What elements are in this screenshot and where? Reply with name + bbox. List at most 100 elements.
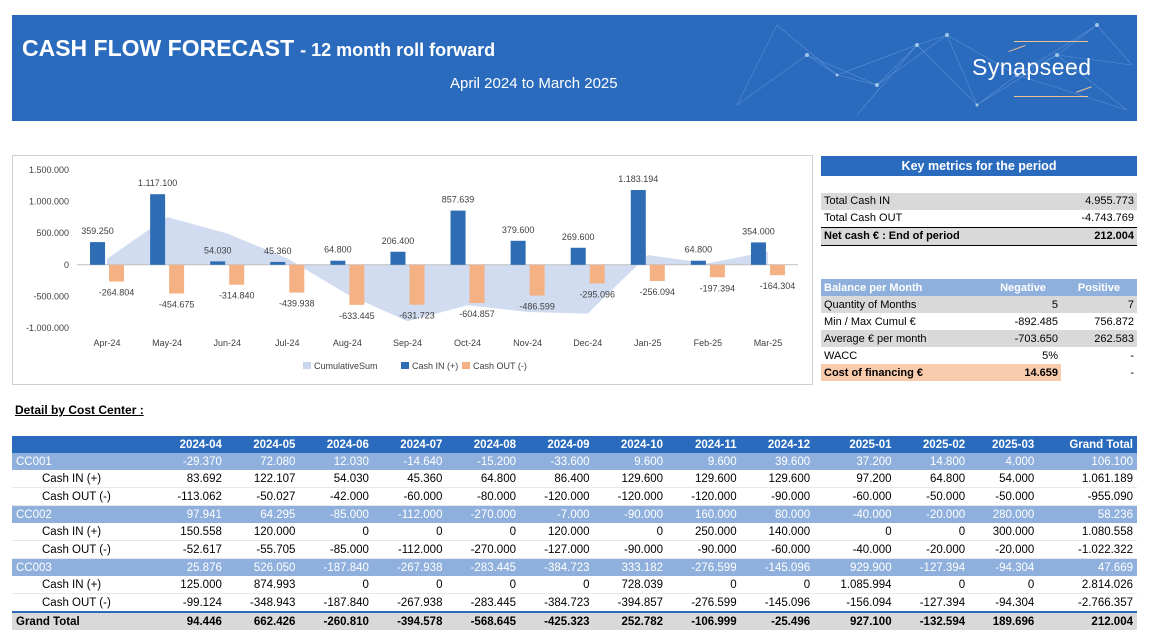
cell-value: -127.394	[895, 558, 970, 576]
cell-value: 83.692	[186, 472, 222, 485]
key-metrics-panel: Key metrics for the period Total Cash IN…	[821, 156, 1137, 246]
cash-in-bar	[690, 260, 706, 265]
cell-value: 25.876	[153, 558, 226, 576]
column-header: Grand Total	[1038, 436, 1137, 453]
cash-in-data-label: 206.400	[382, 236, 415, 246]
cell-value: -15.200	[446, 453, 520, 470]
cash-in-bar	[330, 260, 346, 265]
cell-value: -283.445	[446, 558, 520, 576]
cell-value: -267.938	[397, 596, 443, 609]
cash-in-data-label: 1.183.194	[618, 174, 658, 184]
row-label: CC002	[12, 505, 154, 523]
cell-value: -120.000	[617, 490, 664, 503]
cell-value: -80.000	[476, 490, 516, 503]
cell-value: -50.000	[995, 490, 1035, 503]
cash-out-bar	[649, 264, 665, 281]
table-row: Cash OUT (-) -52.617 -55.705 -85.000 -112.00…	[12, 541, 1137, 559]
cell-value: -85.000	[299, 505, 373, 523]
cell-value: 45.360	[407, 472, 443, 485]
cell-value: 0	[436, 525, 443, 538]
cell-value: 9.600	[593, 453, 668, 470]
cash-out-bar	[529, 264, 545, 296]
cost-center-row: CC003 25.876 526.050 -187.840 -267.938 -283.4…	[12, 558, 1137, 576]
cash-out-bar	[229, 264, 245, 285]
network-graphic	[736, 23, 1133, 116]
cell-value: 333.182	[593, 558, 668, 576]
cell-value: -60.000	[771, 543, 811, 556]
cell-value: -112.000	[372, 505, 447, 523]
cell-value: 0	[1027, 578, 1035, 591]
row-label: Cash OUT (-)	[42, 490, 111, 503]
legend-swatch	[303, 362, 311, 369]
row-label: Cash OUT (-)	[42, 543, 111, 556]
legend-label: Cash IN (+)	[412, 361, 458, 371]
cash-in-data-label: 64.800	[324, 245, 352, 255]
cell-value: -52.617	[182, 543, 222, 556]
cell-value: 0	[803, 578, 811, 591]
table-row: Cash IN (+) 125.000 874.993 0 0 0 0 728.039 0 0 1.…	[12, 576, 1137, 594]
balance-row: WACC 5% -	[824, 349, 1134, 362]
cell-value: 125.000	[180, 578, 222, 591]
balance-row: Average € per month -703.650 262.583	[821, 330, 1137, 347]
cell-value: 300.000	[992, 525, 1035, 538]
cash-in-bar	[90, 242, 106, 265]
y-tick-label: 500.000	[36, 228, 69, 238]
cost-center-table: 2024-04 2024-05 2024-06 2024-07 2024-08 2024-…	[12, 436, 1137, 630]
grand-total-row: Grand Total 94.446 662.426 -260.810 -394.578…	[12, 611, 1137, 630]
cash-out-data-label: -256.094	[640, 287, 676, 297]
balance-row: Min / Max Cumul € -892.485 756.872	[824, 315, 1134, 328]
cash-out-data-label: -631.723	[399, 311, 435, 321]
cell-value: -99.124	[182, 596, 222, 609]
cell-value: 12.030	[299, 453, 373, 470]
cash-out-bar	[409, 264, 425, 305]
cash-in-data-label: 1.117.100	[138, 178, 177, 188]
cash-in-bar	[210, 261, 226, 265]
x-tick-label: May-24	[152, 338, 182, 348]
cell-value: 129.600	[768, 472, 811, 485]
cash-in-bar	[510, 240, 526, 265]
cell-value: 0	[885, 525, 892, 538]
cell-value: 1.085.994	[840, 578, 892, 591]
cell-value: 140.000	[768, 525, 811, 538]
cash-in-data-label: 269.600	[562, 232, 595, 242]
period-label: April 2024 to March 2025	[450, 75, 618, 92]
cash-out-data-label: -486.599	[519, 302, 555, 312]
cash-out-data-label: -164.304	[760, 281, 796, 291]
cell-value: 72.080	[225, 453, 300, 470]
cell-value: -29.370	[153, 453, 226, 470]
cell-value: 37.200	[814, 453, 896, 470]
cell-value: -187.840	[299, 558, 373, 576]
cell-value: 129.600	[695, 472, 737, 485]
balance-header-row: Balance per Month Negative Positive	[821, 279, 1137, 296]
header-blank	[12, 436, 154, 453]
x-tick-label: Feb-25	[694, 338, 723, 348]
cash-in-data-label: 54.030	[204, 245, 232, 255]
cell-value: 2.814.026	[1081, 578, 1133, 591]
cell-value: -1.022.322	[1078, 543, 1133, 556]
cell-value: -568.645	[446, 611, 520, 630]
cell-value: -94.304	[995, 596, 1035, 609]
cell-value: 54.030	[333, 472, 369, 485]
cell-value: -33.600	[520, 453, 594, 470]
metric-total-cash-out: Total Cash OUT -4.743.769	[824, 212, 1134, 224]
row-label: Cash OUT (-)	[42, 596, 111, 609]
legend-label: CumulativeSum	[314, 361, 378, 371]
cash-in-data-label: 379.600	[502, 225, 535, 235]
cell-value: 54.000	[999, 472, 1035, 485]
column-header: 2024-04	[153, 436, 226, 453]
cell-value: 64.295	[225, 505, 300, 523]
column-header: 2024-06	[299, 436, 373, 453]
cell-value: -384.723	[544, 596, 590, 609]
cell-value: 14.800	[895, 453, 970, 470]
x-tick-label: Jan-25	[634, 338, 662, 348]
cell-value: -14.640	[372, 453, 447, 470]
column-header: 2025-01	[814, 436, 896, 453]
cell-value: 120.000	[253, 525, 296, 538]
cash-out-bar	[289, 264, 305, 293]
y-tick-label: 1.000.000	[29, 197, 69, 207]
cell-value: -145.096	[740, 558, 815, 576]
x-tick-label: Dec-24	[573, 338, 602, 348]
cell-value: -106.999	[667, 611, 741, 630]
cell-value: -394.578	[372, 611, 447, 630]
cell-value: 252.782	[593, 611, 668, 630]
